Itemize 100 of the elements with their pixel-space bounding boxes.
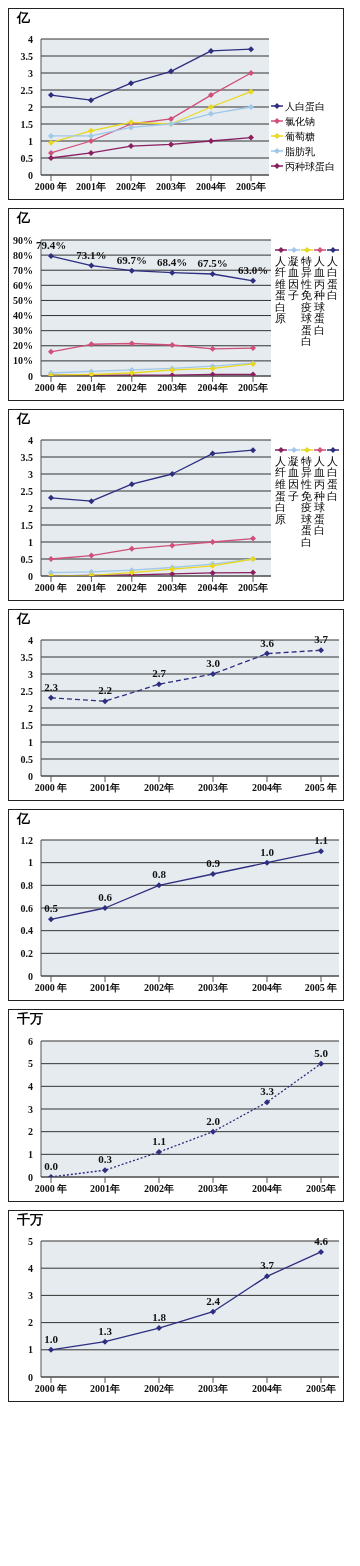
x-tick-label: 2002年 xyxy=(116,581,147,593)
point xyxy=(250,344,256,351)
legend-label: 人血丙种球蛋白 xyxy=(314,454,326,537)
point xyxy=(88,97,94,104)
x-tick-label: 2002年 xyxy=(144,982,174,994)
y-tick-label: 2 xyxy=(28,101,33,113)
point xyxy=(88,262,95,269)
point xyxy=(248,104,254,111)
legend-label: 人白蛋白 xyxy=(327,454,339,503)
y-tick-label: 3.5 xyxy=(20,451,33,463)
y-tick-label: 80% xyxy=(13,249,33,261)
y-tick-label: 1 xyxy=(28,1344,33,1356)
x-tick-label: 2003年 xyxy=(198,1383,228,1395)
data-label: 3.3 xyxy=(260,1084,275,1097)
legend-label: 人白蛋白 xyxy=(285,100,325,112)
data-label: 2.7 xyxy=(152,667,167,680)
data-label: 0.0 xyxy=(44,1159,59,1172)
x-tick-label: 2002年 xyxy=(116,181,146,193)
point xyxy=(128,143,134,150)
point xyxy=(88,128,94,135)
data-label: 3.6 xyxy=(260,636,275,649)
y-tick-label: 0.5 xyxy=(20,152,33,164)
y-tick-label: 0.6 xyxy=(20,903,33,915)
point xyxy=(248,134,254,141)
point xyxy=(48,348,54,355)
y-tick-label: 0 xyxy=(28,570,33,582)
legend-label: 特异性免疫球蛋白 xyxy=(301,454,313,549)
legend-label: 人白蛋白 xyxy=(327,254,339,302)
y-tick-label: 60% xyxy=(13,279,33,291)
y-tick-label: 5 xyxy=(28,1235,33,1247)
y-tick-label: 3 xyxy=(28,1103,33,1115)
y-axis-title: 亿 xyxy=(17,410,31,426)
y-tick-label: 2 xyxy=(28,702,33,714)
point xyxy=(210,1308,216,1315)
y-tick-label: 5 xyxy=(28,1058,33,1069)
y-tick-label: 3 xyxy=(28,67,33,79)
data-label: 1.3 xyxy=(98,1324,113,1337)
x-tick-label: 2003年 xyxy=(198,982,228,994)
point xyxy=(169,470,176,477)
point xyxy=(88,340,95,347)
point xyxy=(48,555,54,562)
point xyxy=(156,1148,162,1155)
point xyxy=(209,270,216,277)
point xyxy=(88,150,94,157)
y-tick-label: 1.5 xyxy=(20,519,33,531)
legend-label: 氯化钠 xyxy=(285,115,315,127)
y-tick-label: 1 xyxy=(28,135,33,147)
y-tick-label: 0 xyxy=(28,1171,33,1183)
point xyxy=(48,133,54,140)
data-label: 3.7 xyxy=(314,633,329,646)
y-tick-label: 1 xyxy=(28,1148,33,1160)
point xyxy=(168,116,174,123)
point xyxy=(264,1098,270,1105)
point xyxy=(156,681,162,688)
point xyxy=(318,1248,324,1255)
point xyxy=(102,698,108,705)
y-tick-label: 3.5 xyxy=(20,50,33,62)
y-tick-label: 90% xyxy=(13,234,33,246)
point xyxy=(48,252,54,259)
x-tick-label: 2004年 xyxy=(197,581,228,593)
y-tick-label: 3.5 xyxy=(20,651,33,663)
point xyxy=(48,155,54,162)
y-tick-label: 6 xyxy=(28,1035,33,1047)
point xyxy=(318,1060,324,1067)
point xyxy=(128,545,135,552)
legend-label: 丙种球蛋白 xyxy=(285,160,335,172)
data-label: 3.0 xyxy=(206,657,221,670)
y-tick-label: 1.5 xyxy=(20,719,33,731)
legend-label: 人纤维蛋白原 xyxy=(275,254,287,325)
y-axis-title: 亿 xyxy=(17,610,31,627)
point xyxy=(264,650,270,657)
data-label: 69.7% xyxy=(116,253,147,266)
point xyxy=(248,89,254,95)
y-tick-label: 1 xyxy=(28,736,33,748)
y-tick-label: 0.5 xyxy=(20,553,33,565)
point xyxy=(208,92,214,99)
point xyxy=(48,1173,54,1177)
y-tick-label: 30% xyxy=(13,324,33,336)
y-tick-label: 3 xyxy=(28,1290,33,1302)
x-tick-label: 2000 年 xyxy=(34,1383,68,1395)
y-tick-label: 4 xyxy=(28,1262,33,1274)
x-tick-label: 2001年 xyxy=(76,581,107,593)
x-tick-label: 2001年 xyxy=(90,1383,120,1395)
point xyxy=(88,498,95,505)
x-tick-label: 2000 年 xyxy=(34,581,68,593)
point xyxy=(102,1166,108,1173)
point xyxy=(318,848,324,855)
x-tick-label: 2004年 xyxy=(252,1383,282,1395)
y-tick-label: 2.5 xyxy=(20,84,33,96)
legend-label: 凝血因子 xyxy=(288,254,300,302)
y-tick-label: 4 xyxy=(28,33,33,45)
point xyxy=(48,140,54,146)
point xyxy=(208,48,214,55)
point xyxy=(248,46,254,53)
point xyxy=(208,138,214,145)
y-tick-label: 1.5 xyxy=(20,118,33,130)
x-tick-label: 2005年 xyxy=(236,181,266,193)
data-label: 1.1 xyxy=(314,834,328,847)
point xyxy=(209,538,216,545)
legend-label: 凝血因子 xyxy=(288,454,300,503)
